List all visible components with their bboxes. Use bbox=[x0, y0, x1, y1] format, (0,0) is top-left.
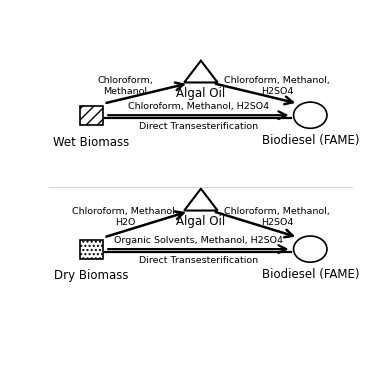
Text: Wet Biomass: Wet Biomass bbox=[53, 136, 130, 149]
Text: Organic Solvents, Methanol, H2SO4: Organic Solvents, Methanol, H2SO4 bbox=[114, 236, 283, 245]
Bar bbox=[80, 106, 103, 125]
Text: Chloroform, Methanol,
H2O: Chloroform, Methanol, H2O bbox=[72, 208, 178, 227]
Text: Algal Oil: Algal Oil bbox=[176, 87, 225, 100]
Text: Chloroform,
Methanol: Chloroform, Methanol bbox=[97, 76, 153, 96]
Text: Chloroform, Methanol,
H2SO4: Chloroform, Methanol, H2SO4 bbox=[224, 208, 330, 227]
Text: Chloroform, Methanol,
H2SO4: Chloroform, Methanol, H2SO4 bbox=[224, 76, 330, 96]
Text: Dry Biomass: Dry Biomass bbox=[54, 270, 129, 282]
Text: Biodiesel (FAME): Biodiesel (FAME) bbox=[261, 268, 359, 281]
Bar bbox=[80, 240, 103, 259]
Ellipse shape bbox=[294, 236, 327, 262]
Text: Biodiesel (FAME): Biodiesel (FAME) bbox=[261, 134, 359, 147]
Text: Algal Oil: Algal Oil bbox=[176, 215, 225, 228]
Ellipse shape bbox=[294, 102, 327, 128]
Text: Direct Transesterification: Direct Transesterification bbox=[139, 122, 258, 131]
Text: Chloroform, Methanol, H2SO4: Chloroform, Methanol, H2SO4 bbox=[128, 102, 269, 111]
Text: Direct Transesterification: Direct Transesterification bbox=[139, 256, 258, 265]
